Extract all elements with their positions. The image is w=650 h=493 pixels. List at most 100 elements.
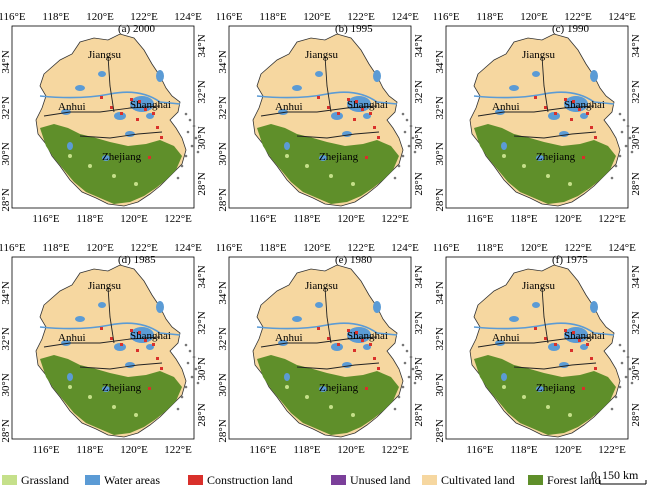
construction-land-spot bbox=[373, 126, 376, 129]
river bbox=[256, 91, 398, 105]
grassland-patch bbox=[568, 413, 572, 417]
construction-land-spot bbox=[337, 112, 340, 115]
grassland-patch bbox=[285, 385, 289, 389]
lat-tick-right: 30°N bbox=[630, 357, 642, 380]
island bbox=[610, 176, 614, 180]
island bbox=[405, 118, 409, 122]
province-boundary bbox=[296, 362, 380, 370]
island bbox=[186, 130, 190, 134]
water-area bbox=[342, 362, 352, 368]
province-boundary bbox=[477, 105, 595, 117]
grassland-patch bbox=[522, 395, 526, 399]
water-area bbox=[98, 71, 106, 77]
lon-tick-top: 124°E bbox=[174, 242, 202, 254]
construction-land-spot bbox=[570, 349, 573, 352]
lat-tick-left: 30°N bbox=[217, 142, 229, 165]
construction-land-spot bbox=[130, 329, 133, 332]
legend-label: Forest land bbox=[547, 472, 601, 487]
grassland-patch bbox=[522, 164, 526, 168]
lon-tick-bottom: 122°E bbox=[598, 444, 626, 456]
lat-tick-left: 34°N bbox=[217, 50, 229, 73]
lat-tick-left: 28°N bbox=[217, 419, 229, 442]
panel-label: (a) 2000 bbox=[118, 23, 155, 35]
construction-land-spot bbox=[100, 96, 103, 99]
construction-land-spot bbox=[317, 327, 320, 330]
water-area bbox=[278, 340, 288, 346]
island bbox=[626, 124, 630, 128]
province-boundary bbox=[324, 286, 332, 344]
lat-tick-right: 32°N bbox=[413, 311, 425, 334]
lon-tick-bottom: 118°E bbox=[293, 444, 320, 456]
province-label-jiangsu: Jiangsu bbox=[522, 280, 555, 292]
lat-tick-left: 30°N bbox=[0, 142, 12, 165]
island bbox=[405, 349, 409, 353]
legend-label: Water areas bbox=[104, 472, 160, 487]
island bbox=[614, 164, 618, 168]
island bbox=[413, 150, 417, 154]
lon-tick-top: 124°E bbox=[391, 11, 419, 23]
construction-land-spot bbox=[572, 331, 575, 334]
island bbox=[403, 361, 407, 365]
construction-land-spot bbox=[353, 349, 356, 352]
legend-item-water: Water areas bbox=[85, 473, 160, 487]
lat-tick-left: 32°N bbox=[217, 96, 229, 119]
lon-tick-bottom: 122°E bbox=[164, 213, 192, 225]
island bbox=[192, 124, 196, 128]
grassland-patch bbox=[502, 385, 506, 389]
lat-tick-right: 28°N bbox=[196, 403, 208, 426]
lon-tick-top: 120°E bbox=[303, 11, 331, 23]
lon-tick-top: 116°E bbox=[0, 242, 26, 254]
construction-land-spot bbox=[120, 112, 123, 115]
lon-tick-bottom: 120°E bbox=[554, 213, 582, 225]
island bbox=[624, 375, 628, 379]
grassland-patch bbox=[134, 182, 138, 186]
panel-label: (b) 1995 bbox=[335, 23, 373, 35]
legend: Grassland Water areas Construction land … bbox=[0, 465, 650, 491]
island bbox=[176, 407, 180, 411]
land-use-map bbox=[35, 33, 200, 207]
scale-bar-graphic bbox=[599, 480, 647, 485]
lon-tick-top: 118°E bbox=[42, 242, 69, 254]
construction-land-spot bbox=[156, 357, 159, 360]
construction-land-spot bbox=[355, 331, 358, 334]
lon-tick-bottom: 118°E bbox=[76, 444, 103, 456]
construction-land-spot bbox=[355, 100, 358, 103]
water-area bbox=[98, 302, 106, 308]
lon-tick-top: 122°E bbox=[347, 242, 375, 254]
island bbox=[618, 385, 622, 389]
water-area bbox=[536, 155, 544, 161]
grassland-patch bbox=[112, 405, 116, 409]
province-label-shanghai: Shanghai bbox=[130, 99, 171, 111]
water-area bbox=[532, 302, 540, 308]
legend-label: Unused land bbox=[350, 472, 411, 487]
map-panel-svg: 116°E 118°E 120°E 122°E 124°E 116°E 118°E 120°E… bbox=[434, 11, 642, 225]
construction-land-spot bbox=[365, 387, 368, 390]
island bbox=[409, 124, 413, 128]
lon-tick-bottom: 120°E bbox=[337, 213, 365, 225]
construction-land-spot bbox=[110, 106, 113, 109]
construction-land-spot bbox=[373, 357, 376, 360]
water-area bbox=[501, 373, 507, 381]
water-area bbox=[319, 386, 327, 392]
lat-tick-right: 30°N bbox=[630, 126, 642, 149]
water-area bbox=[501, 142, 507, 150]
island bbox=[610, 407, 614, 411]
grassland-patch bbox=[305, 395, 309, 399]
lat-tick-left: 34°N bbox=[0, 281, 12, 304]
island bbox=[188, 349, 192, 353]
legend-label: Construction land bbox=[207, 472, 293, 487]
lat-tick-right: 28°N bbox=[630, 403, 642, 426]
map-panel-b: 116°E 118°E 120°E 122°E 124°E 116°E 118°E 120°E… bbox=[217, 2, 433, 238]
province-label-zhejiang: Zhejiang bbox=[536, 382, 576, 394]
province-label-shanghai: Shanghai bbox=[130, 330, 171, 342]
province-label-shanghai: Shanghai bbox=[347, 330, 388, 342]
lon-tick-top: 124°E bbox=[174, 11, 202, 23]
lon-tick-top: 118°E bbox=[476, 242, 503, 254]
grassland-patch bbox=[134, 413, 138, 417]
legend-item-unused: Unused land bbox=[331, 473, 410, 487]
water-area bbox=[559, 131, 569, 137]
water-area bbox=[342, 131, 352, 137]
legend-item-grassland: Grassland bbox=[2, 473, 69, 487]
island bbox=[622, 349, 626, 353]
construction-land-spot bbox=[377, 367, 380, 370]
